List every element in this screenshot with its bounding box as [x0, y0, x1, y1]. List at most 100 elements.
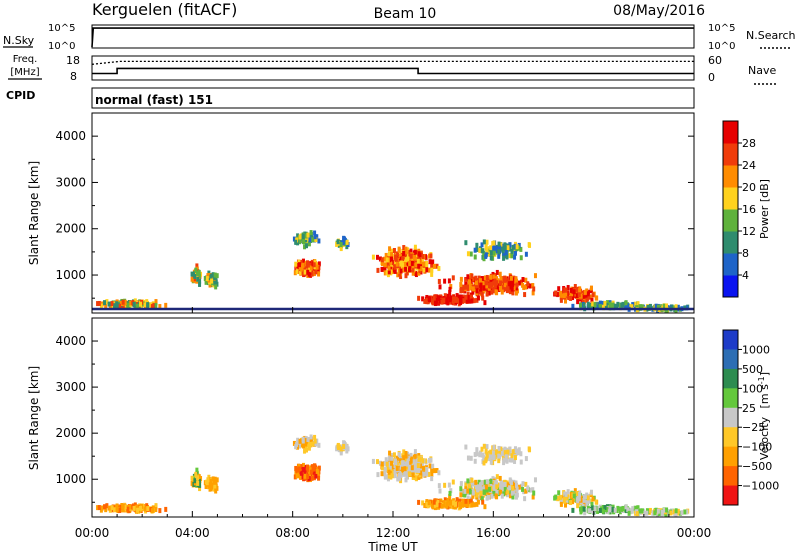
velocity-echo-mark	[560, 498, 564, 504]
power-echo-mark	[464, 282, 468, 288]
velocity-echo-mark	[437, 483, 441, 489]
velocity-echo-mark	[303, 448, 307, 454]
velocity-echo-mark	[490, 485, 494, 491]
power-echo-mark	[375, 254, 379, 260]
velocity-echo-mark	[463, 488, 467, 494]
velocity-echo-mark	[438, 488, 442, 494]
velocity-echo-mark	[404, 477, 408, 483]
power-echo-mark	[445, 297, 449, 303]
velocity-echo-mark	[371, 458, 375, 464]
velocity-echo-mark	[306, 474, 310, 480]
velocity-echo-mark	[297, 471, 301, 477]
power-echo-mark	[532, 286, 536, 292]
velocity-echo-mark	[447, 482, 451, 488]
power-echo-mark	[313, 259, 317, 265]
power-echo-mark	[107, 301, 111, 307]
power-echo-mark	[412, 250, 416, 256]
velocity-colorbar-swatch	[723, 388, 738, 409]
velocity-echo-mark	[513, 458, 517, 464]
power-echo-mark	[297, 262, 301, 268]
velocity-echo-mark	[531, 487, 535, 493]
velocity-echo-mark	[576, 503, 580, 509]
power-echo-mark	[512, 285, 516, 291]
velocity-echo-mark	[427, 471, 431, 477]
velocity-echo-mark	[143, 506, 147, 512]
velocity-echo-mark	[591, 508, 595, 514]
velocity-echo-mark	[432, 499, 436, 505]
velocity-echo-mark	[514, 489, 518, 495]
power-echo-mark	[589, 294, 593, 300]
freq-series-line	[92, 67, 694, 75]
velocity-echo-mark	[566, 489, 570, 495]
velocity-echo-mark	[113, 507, 117, 513]
velocity-echo-mark	[190, 475, 194, 481]
power-echo-mark	[435, 298, 439, 304]
power-colorbar-frame	[722, 120, 739, 298]
velocity-echo-mark	[429, 457, 433, 463]
power-echo-mark	[433, 263, 437, 269]
velocity-panel-frame	[91, 317, 695, 518]
power-echo-mark	[404, 246, 408, 252]
velocity-echo-mark	[437, 470, 441, 476]
power-echo-mark	[308, 267, 312, 273]
power-echo-mark	[490, 281, 494, 287]
velocity-echo-mark	[424, 458, 428, 464]
power-echo-mark	[481, 295, 485, 301]
velocity-colorbar-swatch	[723, 427, 738, 448]
power-echo-mark	[145, 299, 149, 305]
power-echo-mark	[513, 250, 517, 256]
power-echo-mark	[440, 299, 444, 305]
power-echo-mark	[397, 268, 401, 274]
power-echo-mark	[302, 239, 306, 245]
velocity-echo-mark	[421, 458, 425, 464]
velocity-echo-mark	[488, 486, 492, 492]
power-echo-mark	[510, 253, 514, 259]
velocity-echo-mark	[497, 458, 501, 464]
velocity-echo-mark	[493, 482, 497, 488]
velocity-echo-mark	[471, 490, 475, 496]
velocity-echo-mark	[123, 504, 127, 510]
power-echo-mark	[384, 252, 388, 258]
velocity-echo-mark	[466, 455, 470, 461]
velocity-echo-mark	[309, 436, 313, 442]
velocity-echo-mark	[498, 475, 502, 481]
velocity-echo-mark	[422, 471, 426, 477]
velocity-echo-mark	[193, 478, 197, 484]
power-echo-mark	[523, 292, 527, 298]
velocity-echo-mark	[384, 457, 388, 463]
power-echo-mark	[386, 263, 390, 269]
power-echo-mark	[190, 276, 194, 282]
velocity-colorbar-tick-label: −100	[742, 441, 772, 454]
power-echo-mark	[478, 247, 482, 253]
velocity-echo-mark	[497, 445, 501, 451]
power-echo-mark	[317, 261, 321, 267]
velocity-echo-mark	[485, 452, 489, 458]
velocity-echo-mark	[515, 482, 519, 488]
velocity-echo-mark	[292, 440, 296, 446]
velocity-echo-mark	[454, 501, 458, 507]
power-echo-mark	[484, 280, 488, 286]
velocity-echo-mark	[317, 465, 321, 471]
velocity-echo-mark	[314, 441, 318, 447]
power-colorbar-swatch	[723, 121, 738, 144]
velocity-echo-mark	[492, 490, 496, 496]
velocity-echo-mark	[404, 461, 408, 467]
velocity-echo-mark	[501, 482, 505, 488]
velocity-echo-mark	[380, 465, 384, 471]
power-echo-mark	[480, 276, 484, 282]
velocity-echo-mark	[635, 511, 639, 517]
velocity-echo-mark	[418, 463, 422, 469]
velocity-echo-mark	[624, 504, 628, 510]
power-echo-mark	[526, 281, 530, 287]
velocity-ytick-label: 4000	[55, 334, 86, 348]
velocity-echo-mark	[413, 449, 417, 455]
power-echo-mark	[591, 301, 595, 307]
velocity-echo-mark	[443, 482, 447, 488]
velocity-echo-mark	[636, 505, 640, 511]
velocity-echo-mark	[475, 451, 479, 457]
power-echo-mark	[395, 251, 399, 257]
power-echo-mark	[136, 303, 140, 309]
power-echo-mark	[425, 262, 429, 268]
power-echo-mark	[576, 299, 580, 305]
velocity-echo-mark	[393, 473, 397, 479]
